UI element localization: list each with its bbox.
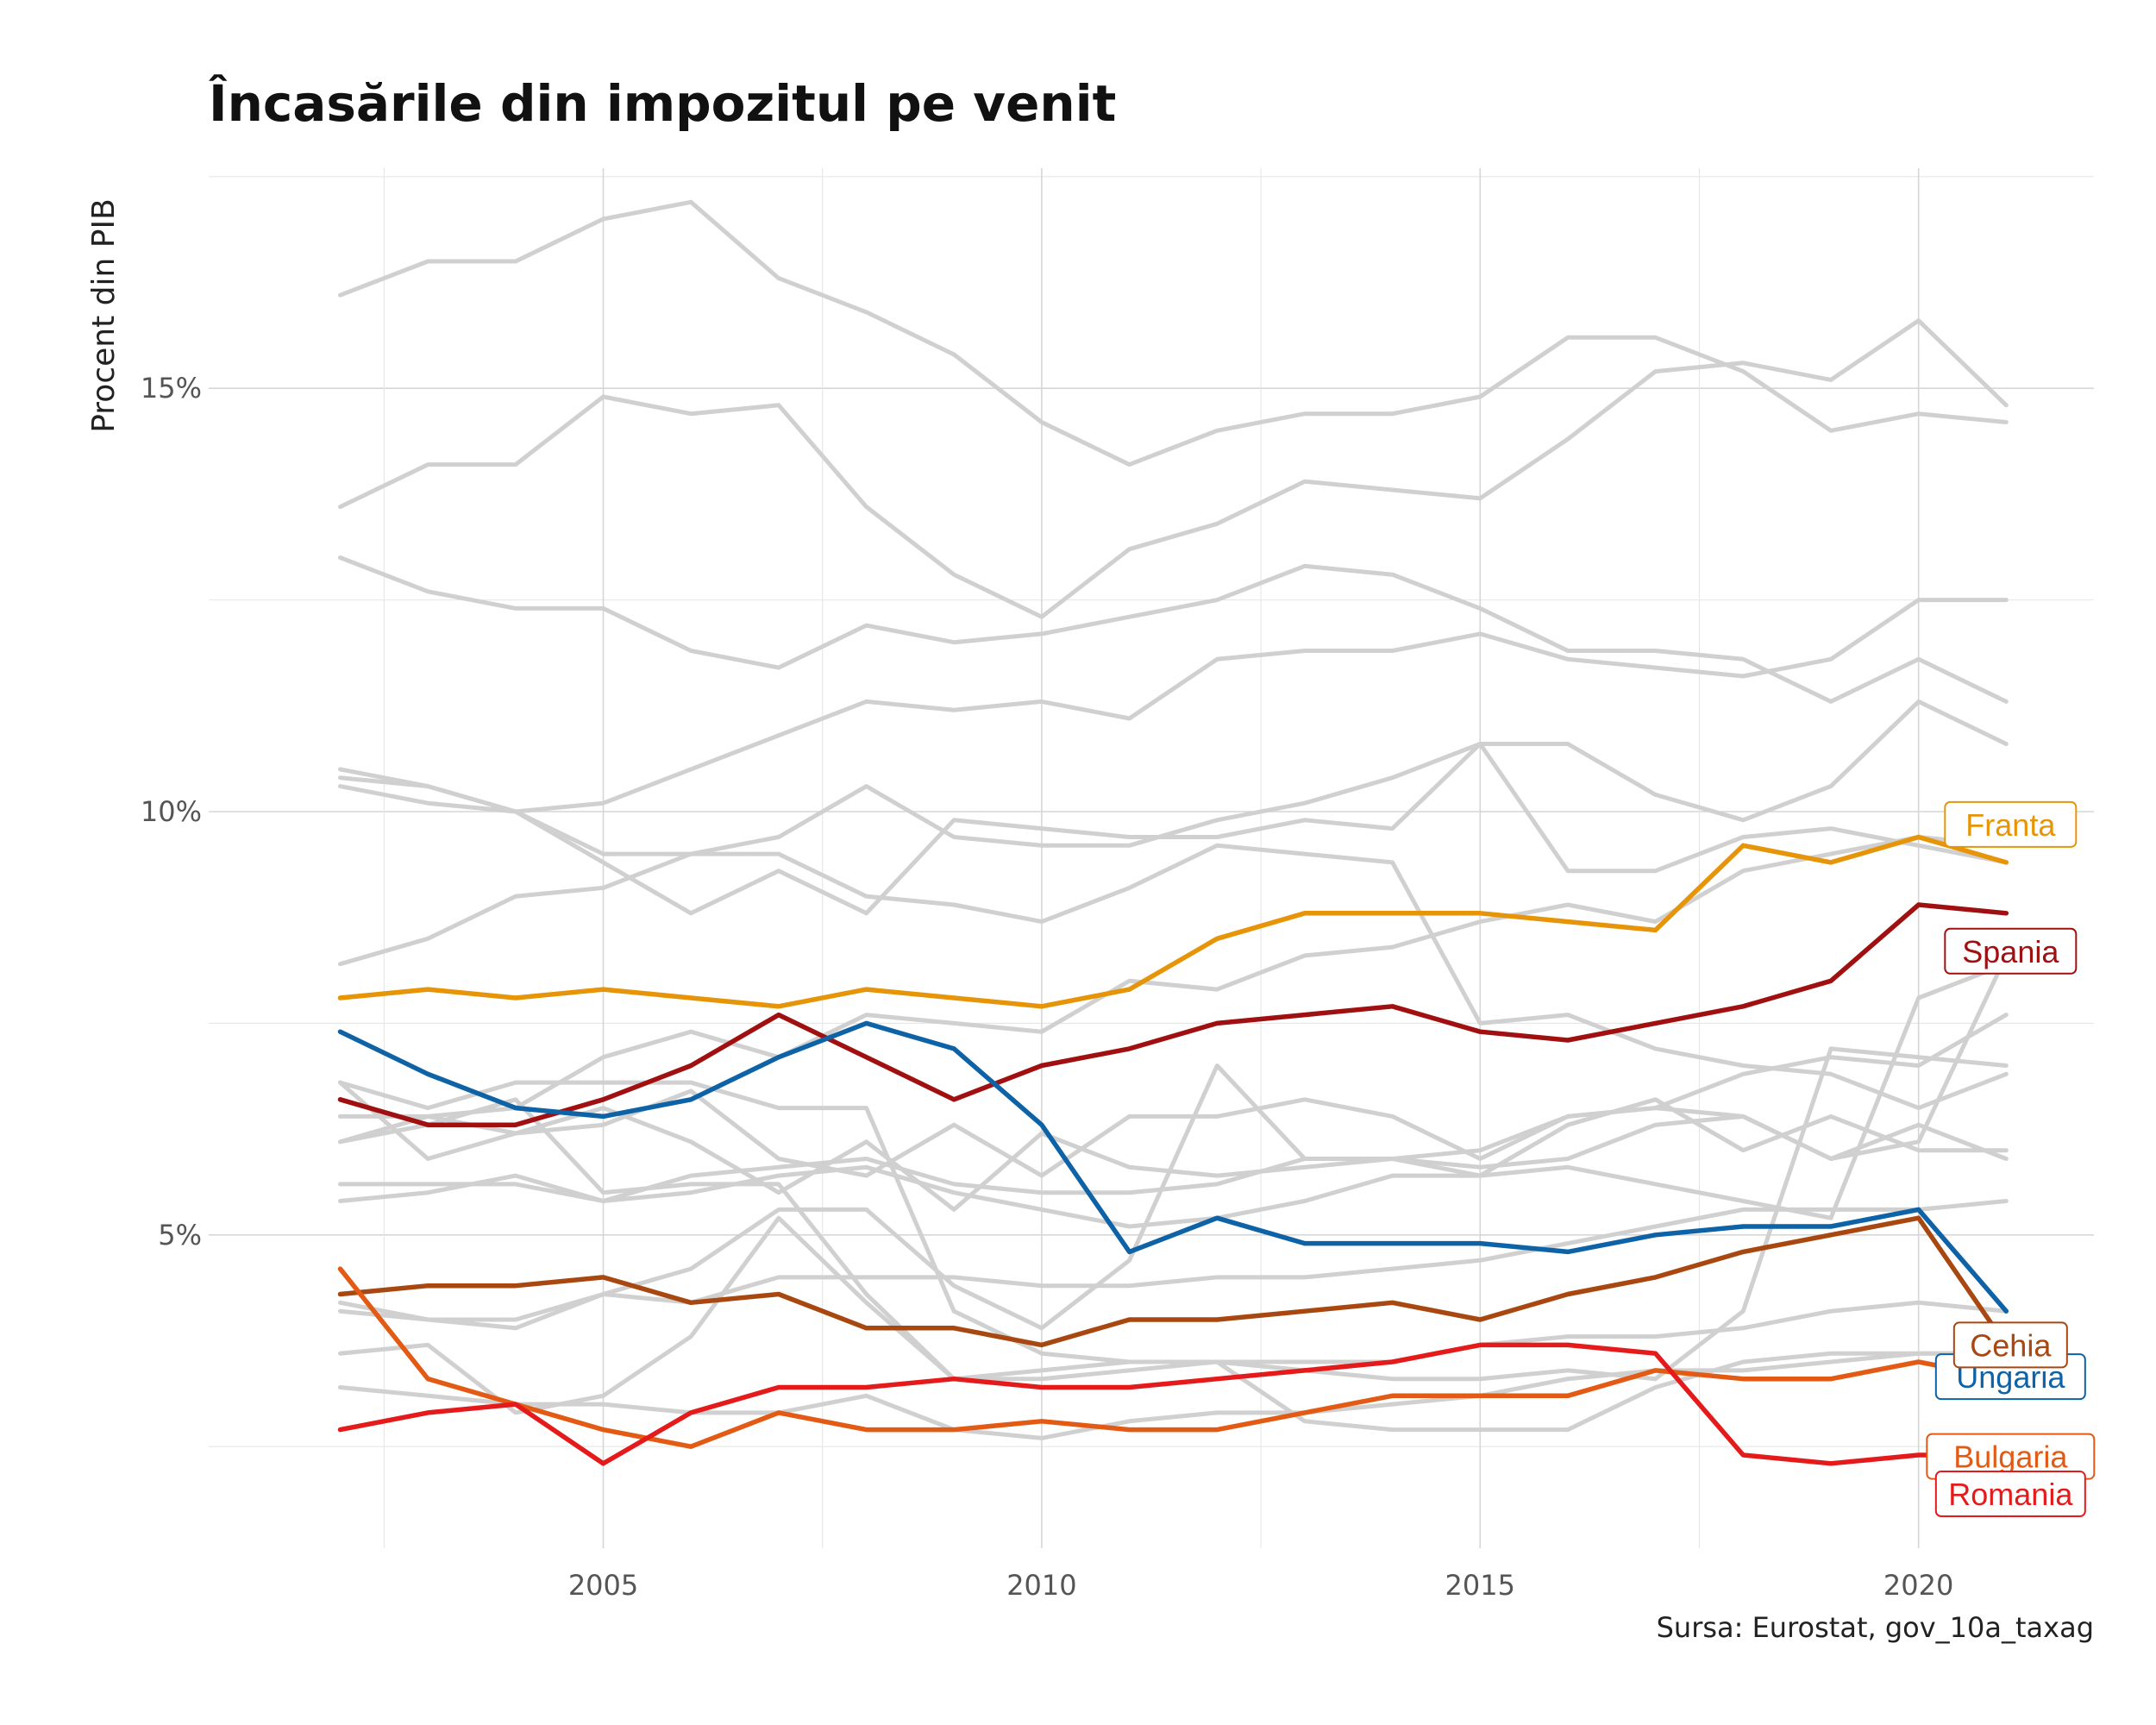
y-tick-label: 15% xyxy=(141,372,202,405)
background-series xyxy=(338,199,2009,1440)
y-axis-label: Procent din PIB xyxy=(86,198,122,433)
series-line-bulgaria xyxy=(337,1266,2009,1449)
background-series-line xyxy=(338,767,2009,1111)
background-series-line xyxy=(338,1097,2009,1382)
x-tick-label: 2020 xyxy=(1883,1569,1953,1602)
highlighted-series xyxy=(337,834,2009,1466)
x-tick-label: 2015 xyxy=(1445,1569,1515,1602)
background-series-line xyxy=(338,1351,2009,1440)
series-label-box xyxy=(1952,1321,2068,1369)
y-axis-ticks: 5% 10% 15% xyxy=(141,372,202,1251)
background-series-line xyxy=(338,962,2009,1220)
source-caption: Sursa: Eurostat, gov_10a_taxag xyxy=(1656,1611,2094,1644)
background-series-line xyxy=(338,598,2009,814)
series-line-ungaria xyxy=(337,1020,2009,1314)
series-label-box xyxy=(1944,927,2078,975)
series-line-spania xyxy=(337,902,2009,1127)
series-label-text: Romania xyxy=(1948,1477,2073,1512)
background-series-line xyxy=(338,1063,2009,1331)
series-label-spania: Spania xyxy=(1944,927,2078,975)
y-tick-label: 10% xyxy=(141,795,202,828)
x-tick-label: 2010 xyxy=(1006,1569,1076,1602)
series-label-cehia: Cehia xyxy=(1952,1321,2068,1369)
x-tick-label: 2005 xyxy=(568,1569,638,1602)
series-label-franta: Franta xyxy=(1944,800,2078,848)
background-series-line xyxy=(338,742,2009,967)
series-line-franta xyxy=(337,834,2009,1009)
series-label-bulgaria: Bulgaria xyxy=(1926,1433,2096,1480)
series-label-box xyxy=(1944,800,2078,848)
background-series-line xyxy=(338,1013,2009,1178)
background-series-line xyxy=(338,318,2009,619)
series-label-text: Cehia xyxy=(1970,1327,2052,1363)
background-series-line xyxy=(338,1046,2009,1415)
series-label-text: Spania xyxy=(1962,934,2059,969)
series-line-cehia xyxy=(337,1215,2009,1348)
series-label-text: Bulgaria xyxy=(1953,1440,2068,1475)
series-label-box xyxy=(1934,1471,2086,1518)
y-tick-label: 5% xyxy=(158,1219,202,1251)
background-series-line xyxy=(338,555,2009,704)
background-series-line xyxy=(338,835,2009,1145)
series-line-romania xyxy=(337,1342,2009,1466)
background-series-line xyxy=(338,199,2009,467)
background-series-line xyxy=(338,1199,2009,1322)
series-label-romania: Romania xyxy=(1934,1471,2086,1518)
x-axis-ticks: 2005 2010 2015 2020 xyxy=(568,1569,1954,1602)
series-label-text: Franta xyxy=(1965,807,2056,843)
background-series-line xyxy=(338,699,2009,916)
background-series-line xyxy=(338,1097,2009,1229)
chart-title: Încasările din impozitul pe venit xyxy=(209,74,1117,133)
